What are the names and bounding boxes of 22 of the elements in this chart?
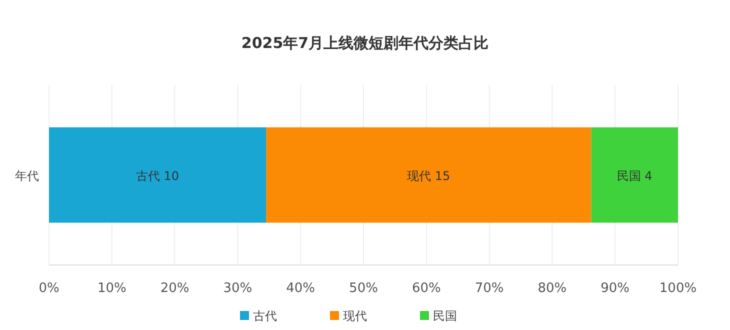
x-tick-label: 40% <box>286 281 316 296</box>
古代: 古代 10 <box>49 127 266 223</box>
x-tick-label: 20% <box>160 281 190 296</box>
legend-label: 民国 <box>433 309 457 323</box>
chart-title: 2025年7月上线微短剧年代分类占比 <box>241 34 489 52</box>
data-label: 民国 4 <box>616 169 652 183</box>
现代: 现代 15 <box>266 127 592 223</box>
y-tick-label: 年代 <box>15 169 39 183</box>
x-tick-label: 80% <box>538 281 567 296</box>
x-tick-label: 10% <box>97 281 126 296</box>
x-tick-label: 90% <box>600 281 630 296</box>
legend-label: 现代 <box>343 309 367 323</box>
x-tick-label: 50% <box>349 281 378 296</box>
data-label: 古代 10 <box>136 169 180 183</box>
x-tick-label: 100% <box>659 281 697 296</box>
x-tick-label: 30% <box>223 281 252 296</box>
x-tick-label: 70% <box>474 281 504 296</box>
legend-label: 古代 <box>253 309 277 323</box>
data-label: 现代 15 <box>407 169 450 183</box>
x-tick-label: 60% <box>412 281 441 296</box>
民国: 民国 4 <box>591 127 678 223</box>
x-tick-label: 0% <box>38 281 60 296</box>
